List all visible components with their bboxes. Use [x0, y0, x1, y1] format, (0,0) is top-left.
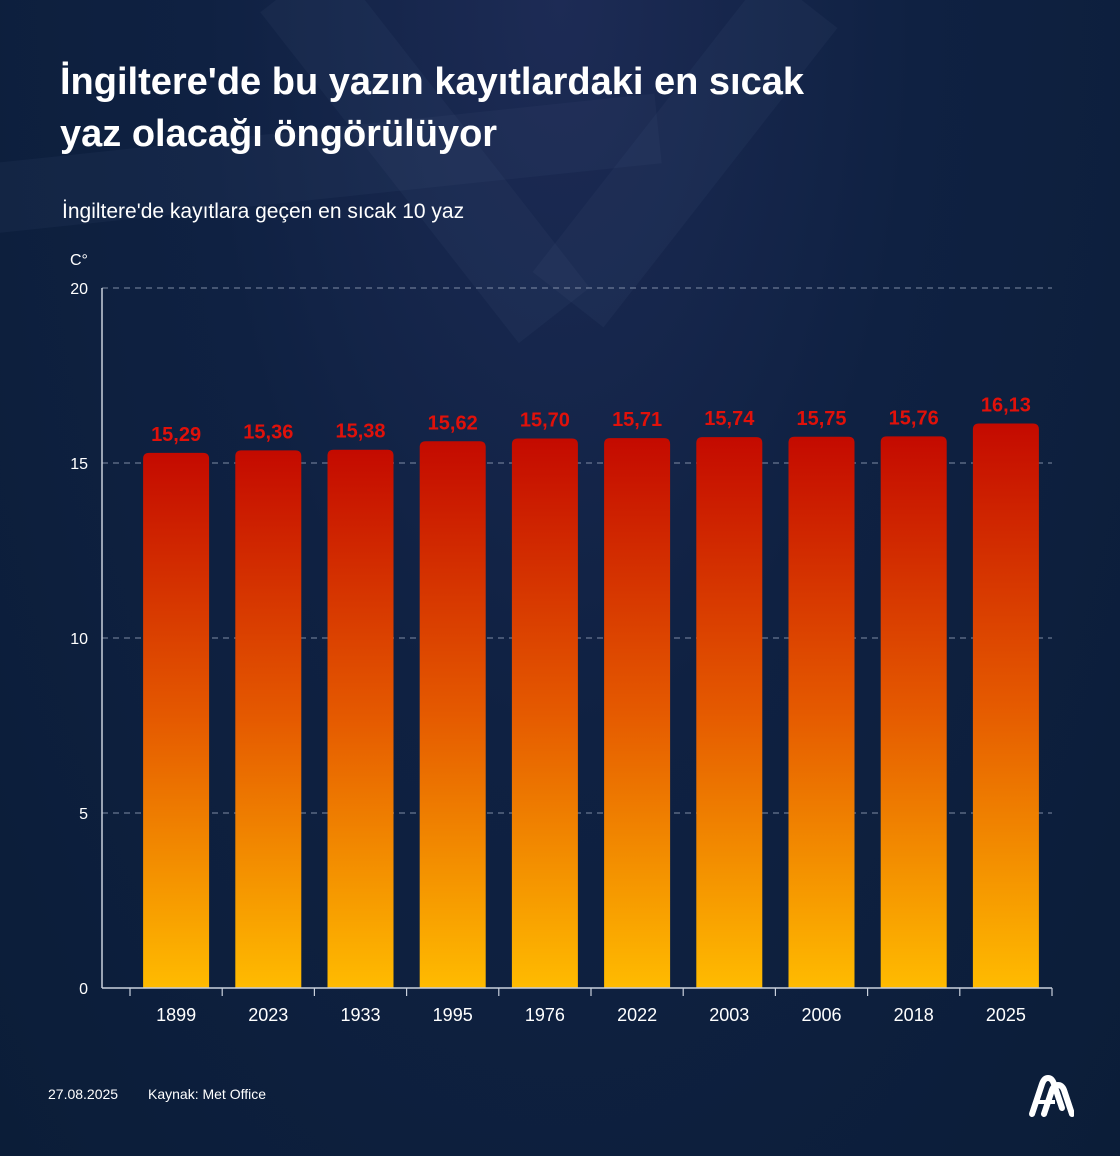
bar	[511, 438, 578, 988]
x-tick-label: 1899	[156, 1005, 196, 1025]
page-title: İngiltere'de bu yazın kayıtlardaki en sı…	[60, 56, 1060, 160]
footer-date: 27.08.2025	[48, 1086, 119, 1102]
x-tick-label: 2018	[894, 1005, 934, 1025]
chart-subtitle: İngiltere'de kayıtlara geçen en sıcak 10…	[62, 200, 465, 223]
bar	[419, 441, 486, 988]
bar-value-label: 15,36	[243, 421, 293, 443]
bar	[143, 452, 210, 989]
bar	[327, 449, 394, 988]
bar	[788, 436, 855, 988]
y-axis-unit: C°	[70, 252, 88, 269]
footer-source: Kaynak: Met Office	[148, 1086, 267, 1102]
title-line-2: yaz olacağı öngörülüyor	[60, 113, 498, 155]
x-tick-label: 2023	[248, 1005, 288, 1025]
y-tick-label: 10	[70, 631, 88, 648]
x-tick-label: 2022	[617, 1005, 657, 1025]
bar-value-label: 15,29	[151, 424, 201, 446]
y-tick-label: 20	[70, 281, 88, 298]
bar-value-label: 15,71	[612, 409, 662, 431]
bar-value-label: 15,76	[889, 407, 939, 429]
bar	[604, 438, 671, 988]
x-tick-label: 1995	[433, 1005, 473, 1025]
y-tick-label: 5	[79, 806, 88, 823]
bar-value-label: 15,74	[704, 408, 755, 430]
y-tick-label: 0	[79, 981, 88, 998]
bar	[235, 450, 302, 988]
bar	[696, 437, 763, 989]
bar	[880, 436, 947, 988]
bar-value-label: 16,13	[981, 394, 1031, 416]
x-tick-label: 2003	[709, 1005, 749, 1025]
title-line-1: İngiltere'de bu yazın kayıtlardaki en sı…	[60, 61, 805, 103]
x-tick-label: 2006	[801, 1005, 841, 1025]
x-tick-label: 2025	[986, 1005, 1026, 1025]
bar-value-label: 15,38	[335, 421, 385, 443]
bar-value-label: 15,75	[796, 408, 846, 430]
bar-value-label: 15,70	[520, 410, 570, 432]
x-tick-label: 1976	[525, 1005, 565, 1025]
bar-value-label: 15,62	[428, 412, 478, 434]
aa-logo-icon	[1029, 1075, 1074, 1117]
bar	[972, 423, 1039, 988]
y-tick-label: 15	[70, 456, 88, 473]
x-tick-label: 1933	[340, 1005, 380, 1025]
